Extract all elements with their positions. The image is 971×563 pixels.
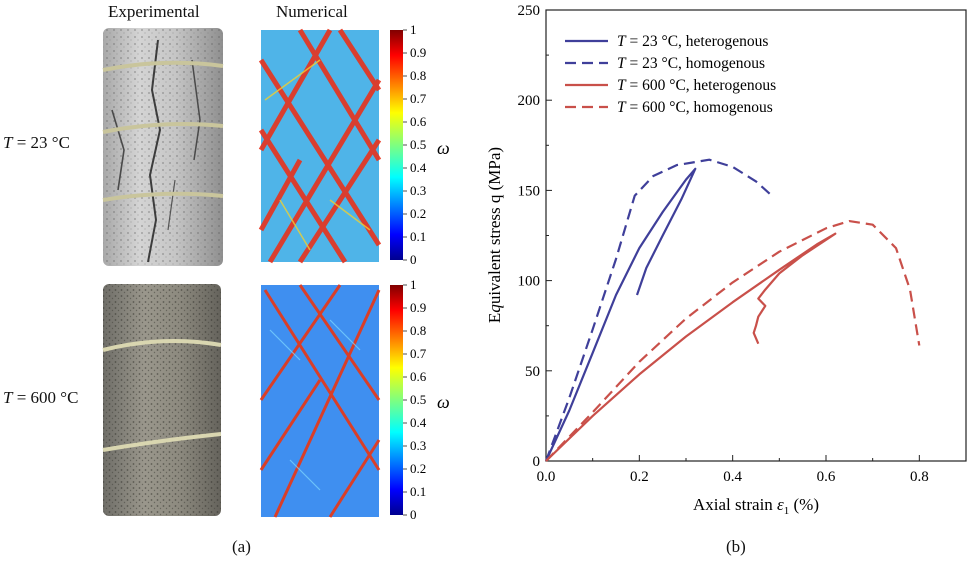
panel-a-graphics: 1 0.9 0.8 0.7 0.6 0.5 0.4 0.3 0.2 0.1 0 1 0.9 0.8 0.7… bbox=[102, 22, 450, 522]
colorbar-tick-label: 0.7 bbox=[410, 346, 427, 361]
series-line bbox=[545, 167, 697, 462]
row-label-value: = 600 °C bbox=[16, 388, 79, 407]
y-tick-label: 0 bbox=[533, 454, 541, 470]
colorbar-tick-label: 1 bbox=[410, 277, 417, 292]
colorbar-top-label: ω bbox=[437, 138, 450, 158]
series-group bbox=[544, 158, 921, 462]
legend-label: T = 23 °C, heterogenous bbox=[617, 33, 768, 50]
colorbar-tick-label: 0 bbox=[410, 507, 417, 522]
row-label-600: T = 600 °C bbox=[3, 388, 78, 408]
row-label-var: T bbox=[3, 388, 13, 407]
legend-label: T = 600 °C, heterogenous bbox=[617, 77, 776, 94]
colorbar-top bbox=[390, 30, 403, 260]
series-line bbox=[544, 158, 771, 462]
colorbar-tick-label: 0.3 bbox=[410, 438, 426, 453]
colorbar-tick-label: 0.4 bbox=[410, 160, 427, 175]
colorbar-tick-label: 0.2 bbox=[410, 206, 426, 221]
colorbar-tick-label: 0 bbox=[410, 252, 417, 267]
colorbar-tick-label: 0.1 bbox=[410, 484, 426, 499]
specimen-photo-600 bbox=[102, 284, 222, 516]
x-axis-label: Axial strain ε1 (%) bbox=[693, 495, 819, 517]
specimen-photo-23 bbox=[102, 28, 224, 266]
colorbar-tick-label: 0.9 bbox=[410, 300, 426, 315]
series-line bbox=[545, 220, 921, 462]
damage-map-23 bbox=[258, 28, 382, 264]
x-tick-label: 0.4 bbox=[723, 469, 742, 485]
row-label-var: T bbox=[3, 133, 13, 152]
y-tick-label: 50 bbox=[525, 364, 540, 380]
header-numerical: Numerical bbox=[276, 2, 348, 21]
series-line bbox=[545, 232, 837, 462]
colorbar-tick-label: 1 bbox=[410, 22, 417, 37]
x-axis-ticks: 0.0 0.2 0.4 0.6 0.8 bbox=[537, 455, 967, 485]
colorbar-tick-label: 0.5 bbox=[410, 137, 426, 152]
y-axis-ticks: 0 50 100 150 200 250 bbox=[518, 3, 552, 470]
colorbar-tick-label: 0.7 bbox=[410, 91, 427, 106]
y-axis-label: Equivalent stress q (MPa) bbox=[485, 147, 504, 323]
row-label-23: T = 23 °C bbox=[3, 133, 70, 153]
colorbar-tick-label: 0.2 bbox=[410, 461, 426, 476]
stress-strain-chart: 0.0 0.2 0.4 0.6 0.8 0 50 100 150 200 250 T = 23 °… bbox=[485, 3, 967, 517]
legend-label: T = 23 °C, homogenous bbox=[617, 55, 765, 72]
colorbar-tick-label: 0.6 bbox=[410, 114, 427, 129]
x-tick-label: 0.6 bbox=[817, 469, 836, 485]
colorbar-tick-label: 0.9 bbox=[410, 45, 426, 60]
x-tick-label: 0.0 bbox=[537, 469, 556, 485]
colorbar-tick-label: 0.8 bbox=[410, 68, 426, 83]
x-tick-label: 0.8 bbox=[910, 469, 929, 485]
y-tick-label: 250 bbox=[518, 3, 541, 19]
colorbar-bottom-ticks: 1 0.9 0.8 0.7 0.6 0.5 0.4 0.3 0.2 0.1 0 bbox=[403, 277, 427, 522]
colorbar-bottom bbox=[390, 285, 403, 515]
damage-map-600 bbox=[259, 284, 381, 518]
legend-label: T = 600 °C, homogenous bbox=[617, 99, 773, 116]
legend: T = 23 °C, heterogenous T = 23 °C, homoge… bbox=[565, 33, 776, 116]
colorbar-tick-label: 0.4 bbox=[410, 415, 427, 430]
y-tick-label: 150 bbox=[518, 183, 541, 199]
colorbar-tick-label: 0.8 bbox=[410, 323, 426, 338]
colorbar-tick-label: 0.6 bbox=[410, 369, 427, 384]
y-tick-label: 100 bbox=[518, 274, 541, 290]
caption-b: (b) bbox=[726, 537, 746, 556]
colorbar-tick-label: 0.1 bbox=[410, 229, 426, 244]
colorbar-top-ticks: 1 0.9 0.8 0.7 0.6 0.5 0.4 0.3 0.2 0.1 0 bbox=[403, 22, 427, 267]
header-experimental: Experimental bbox=[108, 2, 200, 21]
caption-a: (a) bbox=[232, 537, 251, 556]
x-tick-label: 0.2 bbox=[630, 469, 649, 485]
row-label-value: = 23 °C bbox=[16, 133, 70, 152]
y-tick-label: 200 bbox=[518, 93, 541, 109]
colorbar-bottom-label: ω bbox=[437, 392, 450, 412]
colorbar-tick-label: 0.3 bbox=[410, 183, 426, 198]
colorbar-tick-label: 0.5 bbox=[410, 392, 426, 407]
